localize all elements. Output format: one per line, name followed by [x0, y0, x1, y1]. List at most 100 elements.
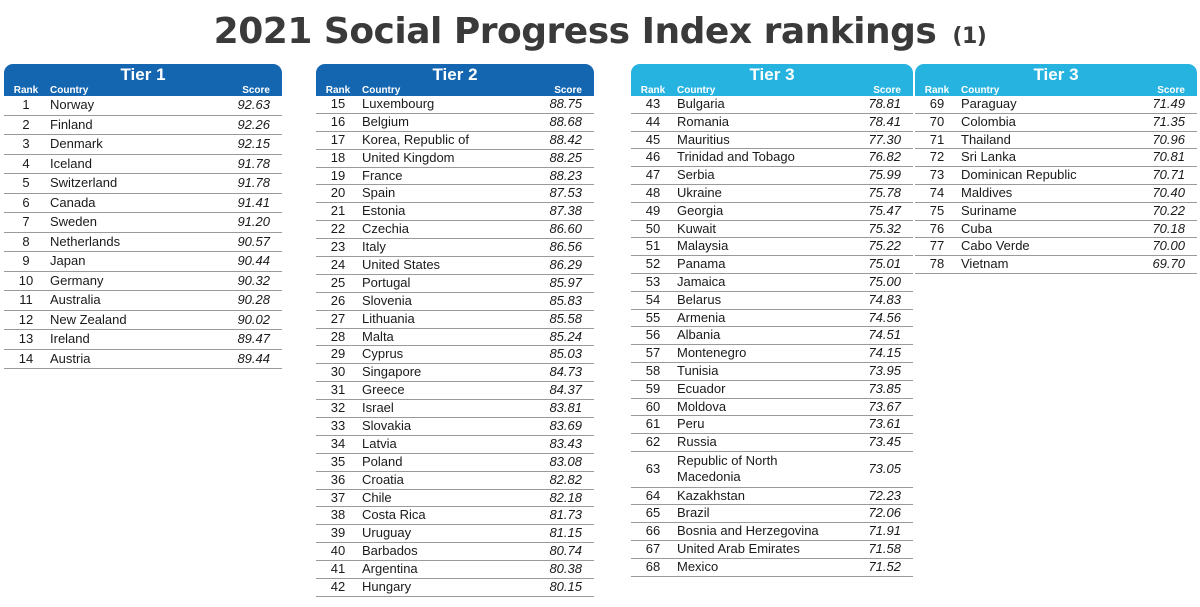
score-cell: 81.15 — [549, 525, 582, 541]
score-cell: 70.22 — [1152, 202, 1185, 218]
score-cell: 91.41 — [237, 194, 270, 210]
rank-cell: 39 — [330, 525, 346, 541]
score-cell: 86.29 — [549, 257, 582, 273]
table-row: 71 Thailand 70.96 — [915, 132, 1197, 150]
table-row: 62 Russia 73.45 — [631, 434, 913, 452]
table-row: 37 Chile 82.18 — [316, 490, 594, 508]
country-cell: New Zealand — [50, 311, 127, 327]
rank-cell: 67 — [645, 540, 661, 556]
rank-cell: 68 — [645, 558, 661, 574]
rank-cell: 60 — [645, 398, 661, 414]
score-cell: 78.41 — [868, 113, 901, 129]
country-cell: Georgia — [677, 202, 724, 218]
table-row: 54 Belarus 74.83 — [631, 292, 913, 310]
tier-table-3: Tier 3 Rank Country Score 43 Bulgaria 78.81 44 R… — [631, 64, 913, 577]
country-cell: Iceland — [50, 155, 92, 171]
table-row: 13 Ireland 89.47 — [4, 330, 282, 350]
tier-header: Tier 1 Rank Country Score — [4, 64, 282, 96]
rank-column-header: Rank — [924, 85, 950, 96]
table-row: 60 Moldova 73.67 — [631, 399, 913, 417]
country-cell: Bulgaria — [677, 96, 725, 111]
country-cell: Kuwait — [677, 220, 717, 236]
country-cell: Israel — [362, 400, 394, 416]
table-row: 78 Vietnam 69.70 — [915, 256, 1197, 274]
table-row: 18 United Kingdom 88.25 — [316, 150, 594, 168]
rank-cell: 78 — [929, 256, 945, 272]
score-cell: 87.38 — [549, 203, 582, 219]
country-cell: Jamaica — [677, 273, 726, 289]
score-cell: 73.85 — [868, 380, 901, 396]
score-cell: 75.99 — [868, 167, 901, 183]
table-row: 65 Brazil 72.06 — [631, 505, 913, 524]
rank-cell: 35 — [330, 453, 346, 469]
rank-cell: 74 — [929, 184, 945, 200]
country-cell: Armenia — [677, 309, 726, 325]
tier-title: Tier 3 — [1033, 65, 1079, 84]
table-row: 16 Belgium 88.68 — [316, 114, 594, 132]
table-row: 45 Mauritius 77.30 — [631, 132, 913, 150]
table-row: 27 Lithuania 85.58 — [316, 311, 594, 329]
country-cell: United Kingdom — [362, 149, 455, 165]
rank-cell: 49 — [645, 202, 661, 218]
rank-cell: 34 — [330, 435, 346, 451]
score-cell: 69.70 — [1152, 256, 1185, 272]
country-cell: Slovenia — [362, 292, 412, 308]
rank-cell: 24 — [330, 257, 346, 273]
rank-cell: 18 — [330, 149, 346, 165]
score-cell: 75.32 — [868, 220, 901, 236]
table-row: 57 Montenegro 74.15 — [631, 345, 913, 363]
rank-cell: 16 — [330, 113, 346, 129]
rank-cell: 40 — [330, 543, 346, 559]
country-cell: Maldives — [961, 184, 1013, 200]
table-row: 72 Sri Lanka 70.81 — [915, 149, 1197, 168]
rank-cell: 32 — [330, 400, 346, 416]
country-column-header: Country — [50, 85, 89, 96]
country-cell: Lithuania — [362, 310, 415, 326]
table-row: 73 Dominican Republic 70.71 — [915, 167, 1197, 185]
rank-cell: 13 — [18, 331, 34, 346]
table-row: 14 Austria 89.44 — [4, 350, 282, 369]
rank-cell: 48 — [645, 184, 661, 200]
rank-cell: 21 — [330, 203, 346, 219]
country-cell: Spain — [362, 185, 396, 201]
table-row: 76 Cuba 70.18 — [915, 221, 1197, 239]
country-cell: Malaysia — [677, 238, 729, 254]
rank-cell: 31 — [330, 382, 346, 398]
table-row: 70 Colombia 71.35 — [915, 114, 1197, 132]
score-cell: 83.43 — [549, 435, 582, 451]
country-cell: Thailand — [961, 131, 1011, 147]
table-row: 28 Malta 85.24 — [316, 329, 594, 347]
table-row: 40 Barbados 80.74 — [316, 543, 594, 562]
table-row: 17 Korea, Republic of 88.42 — [316, 132, 594, 150]
rank-cell: 29 — [330, 346, 346, 362]
rank-cell: 33 — [330, 418, 346, 434]
score-cell: 74.56 — [868, 309, 901, 325]
country-cell: Dominican Republic — [961, 167, 1077, 183]
table-row: 30 Singapore 84.73 — [316, 364, 594, 383]
country-cell: Singapore — [362, 364, 422, 380]
tier-header: Tier 3 Rank Country Score — [631, 64, 913, 96]
rank-cell: 17 — [330, 131, 346, 147]
table-row: 75 Suriname 70.22 — [915, 203, 1197, 221]
rank-cell: 27 — [330, 310, 346, 326]
rank-cell: 76 — [929, 220, 945, 236]
table-row: 9 Japan 90.44 — [4, 252, 282, 272]
tier-title: Tier 1 — [120, 65, 166, 84]
table-row: 77 Cabo Verde 70.00 — [915, 238, 1197, 257]
score-cell: 88.68 — [549, 113, 582, 129]
rank-column-header: Rank — [640, 85, 666, 96]
table-row: 44 Romania 78.41 — [631, 114, 913, 132]
country-cell: Croatia — [362, 471, 404, 487]
rank-cell: 5 — [22, 175, 30, 190]
score-cell: 74.51 — [868, 327, 901, 343]
country-column-header: Country — [677, 85, 716, 96]
table-row: 69 Paraguay 71.49 — [915, 96, 1197, 114]
table-body: 1 Norway 92.63 2 Finland 92.26 3 Denmark 92.15 4 I… — [4, 96, 282, 369]
country-cell: Suriname — [961, 202, 1017, 218]
table-row: 25 Portugal 85.97 — [316, 275, 594, 293]
score-cell: 91.78 — [237, 175, 270, 190]
rank-column-header: Rank — [13, 85, 39, 96]
country-cell: Moldova — [677, 398, 727, 414]
rank-cell: 12 — [18, 311, 34, 327]
country-cell: France — [362, 167, 403, 183]
